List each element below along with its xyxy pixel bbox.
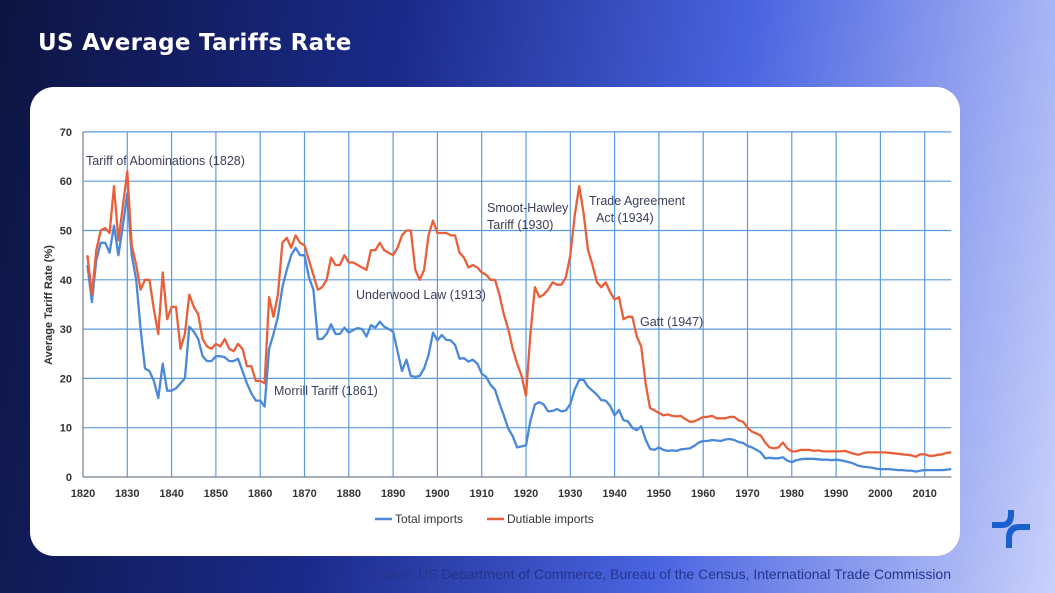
brand-logo-icon xyxy=(990,508,1030,553)
y-tick-label: 0 xyxy=(66,472,72,484)
annotation-gatt: Gatt (1947) xyxy=(640,315,703,329)
series-line-dutiable-imports xyxy=(86,170,952,458)
x-tick-label: 2000 xyxy=(868,488,892,500)
x-tick-label: 2010 xyxy=(912,488,936,500)
x-tick-label: 1990 xyxy=(824,488,848,500)
y-tick-label: 30 xyxy=(60,324,72,336)
series-line-total-imports xyxy=(86,192,952,473)
x-tick-label: 1860 xyxy=(248,488,272,500)
annotation-abominations: Tariff of Abominations (1828) xyxy=(86,154,245,168)
x-tick-label: 1870 xyxy=(292,488,316,500)
chart-card xyxy=(30,87,960,556)
x-tick-label: 1840 xyxy=(159,488,183,500)
legend-label-dutiable: Dutiable imports xyxy=(507,512,594,526)
y-tick-label: 10 xyxy=(60,423,72,435)
annotation-smoot-hawley-2: Tariff (1930) xyxy=(487,218,553,232)
x-tick-label: 1910 xyxy=(469,488,493,500)
annotation-trade-agreement-2: Act (1934) xyxy=(596,211,654,225)
x-tick-label: 1980 xyxy=(780,488,804,500)
x-tick-label: 1820 xyxy=(71,488,95,500)
x-tick-label: 1890 xyxy=(381,488,405,500)
x-tick-label: 1880 xyxy=(337,488,361,500)
y-tick-label: 20 xyxy=(60,373,72,385)
x-tick-label: 1970 xyxy=(735,488,759,500)
y-tick-label: 50 xyxy=(60,226,72,238)
legend-label-total: Total imports xyxy=(395,512,463,526)
annotation-trade-agreement-1: Trade Agreement xyxy=(589,194,686,208)
legend: Total imports Dutiable imports xyxy=(375,512,594,526)
annotation-morrill: Morrill Tariff (1861) xyxy=(274,384,378,398)
x-tick-label: 1930 xyxy=(558,488,582,500)
y-tick-label: 60 xyxy=(60,176,72,188)
annotation-underwood: Underwood Law (1913) xyxy=(356,288,486,302)
x-tick-label: 1850 xyxy=(204,488,228,500)
y-axis-label: Average Tariff Rate (%) xyxy=(43,245,55,365)
x-tick-label: 1830 xyxy=(115,488,139,500)
y-tick-label: 70 xyxy=(60,127,72,139)
x-tick-label: 1950 xyxy=(647,488,671,500)
x-tick-label: 1920 xyxy=(514,488,538,500)
x-tick-label: 1940 xyxy=(602,488,626,500)
page-title: US Average Tariffs Rate xyxy=(38,30,352,56)
source-caption: Source: US Department of Commerce, Burea… xyxy=(365,566,951,582)
x-tick-label: 1900 xyxy=(425,488,449,500)
y-tick-label: 40 xyxy=(60,275,72,287)
x-tick-label: 1960 xyxy=(691,488,715,500)
annotation-smoot-hawley-1: Smoot-Hawley xyxy=(487,201,569,215)
